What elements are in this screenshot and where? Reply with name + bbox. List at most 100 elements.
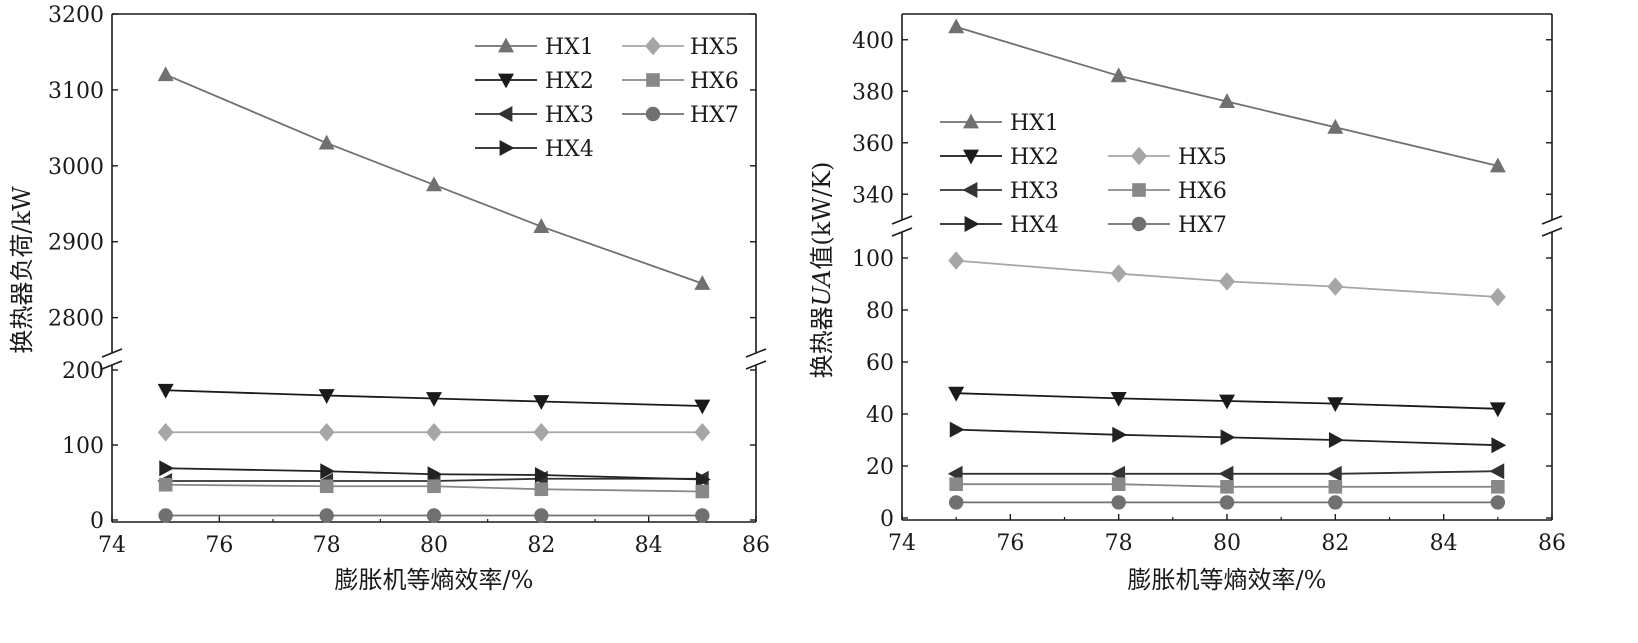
legend-label-hx3: HX3 <box>1010 179 1059 204</box>
data-point-hx4 <box>695 471 711 488</box>
legend-label-hx1: HX1 <box>1010 111 1059 136</box>
y-tick-label: 3100 <box>48 79 104 104</box>
axis-break-mark <box>1541 215 1563 225</box>
data-point-hx4 <box>1112 426 1128 443</box>
data-point-hx5 <box>1219 272 1235 291</box>
x-tick-label: 80 <box>1213 531 1241 556</box>
x-tick-label: 82 <box>1321 531 1349 556</box>
y-tick-label: 200 <box>62 359 104 384</box>
chart-heat-load: 74 76 78 80 82 84 86 2800 2900 3000 3100 3200 0 100 20… <box>8 3 770 594</box>
legend-marker-hx4 <box>499 140 515 156</box>
data-point-hx7 <box>1490 495 1506 510</box>
data-point-hx1 <box>1110 67 1127 83</box>
data-point-hx7 <box>948 495 964 510</box>
x-axis-title: 膨胀机等熵效率/% <box>335 566 534 594</box>
y-tick-label: 3200 <box>48 3 104 28</box>
data-point-hx5 <box>1110 264 1127 283</box>
y-tick-label: 0 <box>90 509 104 534</box>
y-axis-title-part: 值(kW/K) <box>808 162 836 270</box>
legend-label-hx3: HX3 <box>545 103 594 128</box>
axis-break-mark <box>101 360 123 370</box>
x-tick-label: 78 <box>313 533 341 558</box>
data-point-hx2 <box>1219 394 1235 410</box>
data-point-hx4 <box>159 460 175 477</box>
data-point-hx2 <box>426 392 442 407</box>
y-tick-label: 2900 <box>48 231 104 256</box>
y-tick-label: 100 <box>852 247 894 272</box>
legend-label-hx4: HX4 <box>1010 213 1059 238</box>
y-tick-label: 60 <box>866 351 894 376</box>
y-tick-label: 20 <box>866 455 894 480</box>
data-point-hx1 <box>533 218 550 233</box>
y-tick-label: 340 <box>852 183 894 208</box>
legend-label-hx7: HX7 <box>690 103 739 128</box>
data-point-hx7 <box>158 508 173 523</box>
y-tick-label: 360 <box>852 132 894 157</box>
data-point-hx4 <box>427 466 443 483</box>
data-point-hx2 <box>157 383 174 399</box>
x-tick-label: 74 <box>98 533 126 558</box>
legend-marker-hx2 <box>963 149 979 165</box>
data-point-hx2 <box>694 399 711 415</box>
data-point-hx6 <box>1220 480 1234 494</box>
axis-break-mark <box>745 348 767 358</box>
chart-ua-value: 74 76 78 80 82 84 86 340 360 380 400 0 20 40 60 80 100 膨胀… <box>808 13 1566 594</box>
legend-marker-hx2 <box>498 73 514 89</box>
data-point-hx2 <box>318 389 335 404</box>
data-point-hx2 <box>533 395 550 410</box>
x-tick-label: 82 <box>527 533 555 558</box>
legend-marker-hx6 <box>1132 183 1146 197</box>
axis-break-mark <box>1541 227 1563 237</box>
x-tick-label: 76 <box>996 531 1024 556</box>
x-tick-label: 84 <box>1430 531 1458 556</box>
x-tick-label: 78 <box>1105 531 1133 556</box>
legend-label-hx6: HX6 <box>1178 179 1227 204</box>
data-point-hx2 <box>1110 392 1127 407</box>
data-point-hx4 <box>320 463 336 480</box>
y-axis-title-part: UA <box>808 270 836 307</box>
legend-marker-hx3 <box>497 106 513 122</box>
data-point-hx1 <box>948 18 965 34</box>
y-tick-label: 100 <box>62 434 104 459</box>
x-tick-label: 86 <box>742 533 770 558</box>
data-point-hx6 <box>158 477 173 492</box>
data-point-hx5 <box>1327 277 1344 296</box>
data-point-hx2 <box>948 386 965 402</box>
data-point-hx5 <box>948 251 965 270</box>
data-point-hx6 <box>534 482 549 497</box>
data-point-hx7 <box>1219 495 1235 510</box>
legend-label-hx6: HX6 <box>690 69 739 94</box>
data-point-hx5 <box>1489 287 1506 307</box>
y-tick-label: 0 <box>880 507 894 532</box>
y-tick-label: 380 <box>852 80 894 105</box>
x-tick-label: 86 <box>1538 531 1566 556</box>
legend-marker-hx3 <box>962 182 978 198</box>
axis-break-mark <box>891 215 913 225</box>
data-point-hx4 <box>1220 429 1236 446</box>
data-point-hx3 <box>1218 465 1234 482</box>
legend-marker-hx1 <box>498 37 514 53</box>
y-axis-title-part: 换热器 <box>808 306 836 378</box>
legend-marker-hx7 <box>1131 216 1147 232</box>
data-point-hx4 <box>534 467 550 483</box>
data-point-hx7 <box>319 508 334 523</box>
legend-marker-hx5 <box>645 36 661 56</box>
legend-label-hx7: HX7 <box>1178 213 1227 238</box>
data-point-hx1 <box>694 275 711 290</box>
legend-label-hx5: HX5 <box>690 35 739 60</box>
x-axis-title: 膨胀机等熵效率/% <box>1128 566 1327 594</box>
data-point-hx6 <box>1491 480 1505 494</box>
data-point-hx1 <box>426 176 442 192</box>
data-point-hx2 <box>1327 397 1344 412</box>
legend-label-hx1: HX1 <box>545 35 594 60</box>
data-point-hx6 <box>1111 477 1126 491</box>
y-tick-label: 3000 <box>48 155 104 180</box>
data-point-hx7 <box>1111 495 1126 510</box>
legend-marker-hx5 <box>1131 146 1147 166</box>
axis-break-mark <box>101 348 123 358</box>
legend-marker-hx6 <box>646 73 660 87</box>
data-point-hx3 <box>1326 465 1342 482</box>
data-point-hx6 <box>1328 480 1343 494</box>
data-point-hx4 <box>949 421 965 438</box>
